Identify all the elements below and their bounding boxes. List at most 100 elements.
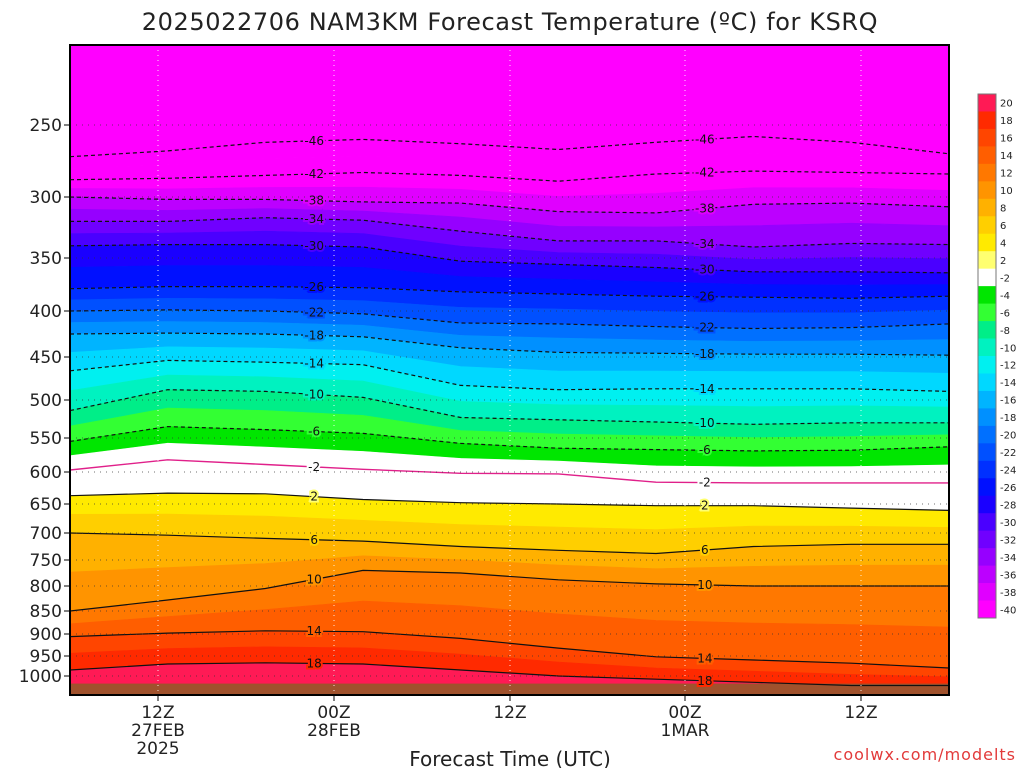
isotherm-label: -2 xyxy=(699,476,711,490)
y-tick-label: 250 xyxy=(30,116,62,136)
colorbar-label: -36 xyxy=(1000,570,1016,581)
colorbar-label: 6 xyxy=(1000,221,1006,232)
colorbar-label: 4 xyxy=(1000,238,1006,249)
y-tick-label: 300 xyxy=(30,188,62,208)
colorbar-swatch xyxy=(978,94,996,112)
isotherm-label: -14 xyxy=(695,382,715,396)
colorbar-label: -16 xyxy=(1000,396,1016,407)
isotherm-label: -34 xyxy=(695,237,715,251)
isotherm-label: -10 xyxy=(695,416,715,430)
colorbar-swatch xyxy=(978,286,996,304)
colorbar-swatch xyxy=(978,530,996,549)
isotherm-label: -26 xyxy=(695,290,715,304)
isotherm-label: -22 xyxy=(695,321,715,335)
isotherm-label: -38 xyxy=(695,202,715,216)
colorbar-label: -20 xyxy=(1000,431,1016,442)
colorbar-swatch xyxy=(978,548,996,566)
y-tick-label: 400 xyxy=(30,302,62,322)
colorbar-swatch xyxy=(978,338,996,357)
colorbar-label: 18 xyxy=(1000,116,1013,127)
colorbar-swatch xyxy=(978,356,996,374)
isotherm-label: -6 xyxy=(308,425,320,439)
colorbar-frame xyxy=(977,93,997,619)
colorbar-swatch xyxy=(978,583,996,601)
colorbar-label: 10 xyxy=(1000,186,1013,197)
isotherm-line xyxy=(69,459,949,484)
isotherm-label: -30 xyxy=(304,239,324,253)
isotherm-line xyxy=(69,389,949,425)
x-tick-label: 12Z xyxy=(141,703,174,723)
colorbar-label: 14 xyxy=(1000,151,1013,162)
isotherm-label: -34 xyxy=(304,212,324,226)
isotherm-label: 10 xyxy=(307,572,322,586)
credit-text[interactable]: coolwx.com/modelts xyxy=(834,745,1016,764)
colorbar-swatch xyxy=(978,513,996,532)
colorbar-label: -28 xyxy=(1000,500,1016,511)
isotherm-line xyxy=(69,532,949,555)
colorbar-swatch xyxy=(978,495,996,514)
colorbar-label: -32 xyxy=(1000,535,1016,546)
y-tick-label: 750 xyxy=(30,551,62,571)
colorbar-label: 8 xyxy=(1000,204,1006,215)
colorbar-label: -6 xyxy=(1000,308,1010,319)
colorbar-swatch xyxy=(978,460,996,479)
isotherm-label: -6 xyxy=(699,443,711,457)
y-tick-label: 450 xyxy=(30,348,62,368)
isotherm-label: -46 xyxy=(304,134,324,148)
isotherm-label: -30 xyxy=(695,263,715,277)
colorbar-swatch xyxy=(978,146,996,165)
x-tick-label: 00Z xyxy=(668,703,701,723)
colorbar-label: -24 xyxy=(1000,466,1016,477)
isotherm-label: -42 xyxy=(304,167,324,181)
colorbar-swatch xyxy=(978,198,996,217)
colorbar-label: -14 xyxy=(1000,378,1016,389)
colorbar-swatch xyxy=(978,600,996,619)
surface-strip xyxy=(70,683,949,695)
colorbar-swatch xyxy=(978,181,996,200)
colorbar-swatch xyxy=(978,390,996,409)
isotherm-line xyxy=(69,492,950,511)
colorbar-label: -34 xyxy=(1000,553,1016,564)
isotherm-label: 18 xyxy=(697,674,712,688)
isotherm-label: -18 xyxy=(695,347,715,361)
isotherm-label: -14 xyxy=(304,356,324,370)
colorbar-label: -22 xyxy=(1000,448,1016,459)
colorbar-swatch xyxy=(978,128,996,147)
colorbar-label: -26 xyxy=(1000,483,1016,494)
colorbar-swatch xyxy=(978,425,996,444)
isotherm-label: 14 xyxy=(697,651,712,665)
colorbar-swatch xyxy=(978,478,996,497)
y-tick-label: 500 xyxy=(30,391,62,411)
colorbar-swatch xyxy=(978,216,996,235)
x-tick-label: 1MAR xyxy=(661,721,710,741)
colorbar-label: -30 xyxy=(1000,518,1016,529)
colorbar-swatch xyxy=(978,233,996,252)
y-tick-label: 1000 xyxy=(19,667,62,687)
y-tick-label: 350 xyxy=(30,249,62,269)
colorbar-swatch xyxy=(978,408,996,427)
isotherm-label: -10 xyxy=(304,387,324,401)
colorbar-swatch xyxy=(978,111,996,130)
isotherm-label: -22 xyxy=(304,305,324,319)
x-tick-label: 12Z xyxy=(844,703,877,723)
colorbar-swatch xyxy=(978,303,996,322)
colorbar-label: 20 xyxy=(1000,99,1013,110)
isotherm-label: -2 xyxy=(308,460,320,474)
colorbar-label: -10 xyxy=(1000,343,1016,354)
isotherm-label: -18 xyxy=(304,328,324,342)
isotherm-line xyxy=(69,662,949,687)
y-tick-label: 950 xyxy=(30,647,62,667)
colorbar-label: -4 xyxy=(1000,291,1010,302)
colorbar-label: 12 xyxy=(1000,169,1013,180)
colorbar-swatch xyxy=(978,373,996,392)
x-tick-label: 28FEB xyxy=(307,721,361,741)
isotherm-label: 14 xyxy=(307,624,322,638)
x-tick-label: 00Z xyxy=(317,703,350,723)
y-tick-label: 700 xyxy=(30,524,62,544)
y-tick-label: 600 xyxy=(30,463,62,483)
colorbar-label: 16 xyxy=(1000,134,1013,145)
colorbar-swatch xyxy=(978,268,996,287)
colorbar-label: -40 xyxy=(1000,605,1016,616)
isotherm-label: 6 xyxy=(701,543,709,557)
isotherm-line xyxy=(69,630,950,669)
